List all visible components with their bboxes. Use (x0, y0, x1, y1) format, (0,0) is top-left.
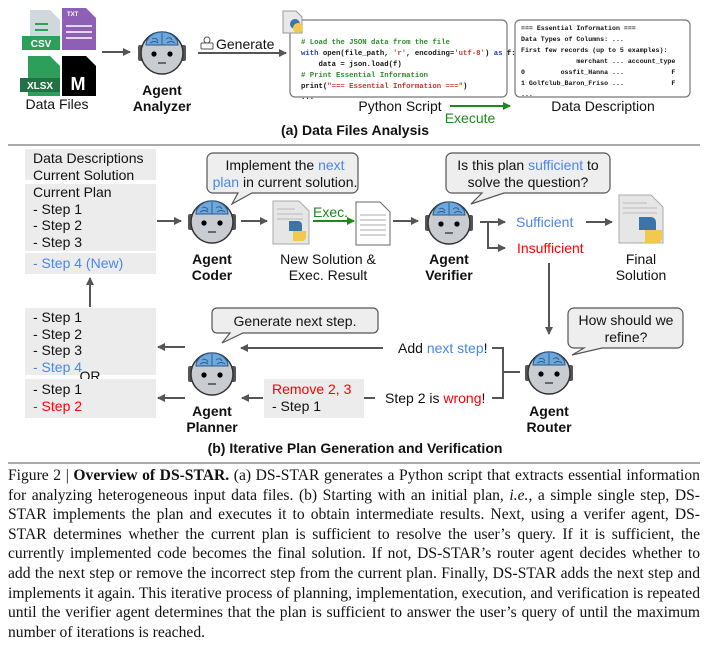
python-code: # Load the JSON data from the file with … (301, 39, 516, 102)
arrow-verifier-branch (487, 222, 506, 252)
data-description-label: Data Description (551, 98, 655, 114)
markdown-file-icon: M (62, 56, 96, 96)
router-bracket (492, 347, 504, 399)
final-solution-python-icon (618, 194, 664, 244)
part-b-title: (b) Iterative Plan Generation and Verifi… (207, 440, 503, 456)
coder-bubble-text: Implement the next plan in current solut… (212, 157, 358, 190)
txt-file-icon: TXT (62, 8, 96, 50)
agent-verifier-robot-icon (424, 197, 474, 247)
python-file-icon (282, 10, 303, 34)
data-file-icons: CSV TXT XLSX M (20, 8, 96, 96)
current-plan-box: Current Plan - Step 1- Step 2- Step 3 (25, 184, 156, 251)
planner-label-2: Planner (186, 419, 238, 435)
coder-label-2: Coder (191, 267, 233, 283)
data-files-label: Data Files (25, 96, 89, 112)
execute-label: Execute (444, 110, 496, 126)
solution-label-2: Exec. Result (288, 267, 368, 283)
router-bubble (567, 307, 684, 356)
exec-label: Exec. (313, 204, 349, 220)
data-description-text: === Essential Information === Data Types… (521, 25, 676, 98)
router-label-2: Router (526, 419, 572, 435)
agent-coder-robot-icon (187, 196, 237, 246)
svg-text:XLSX: XLSX (27, 81, 53, 92)
solution-label-1: New Solution & (280, 251, 376, 267)
add-next-step-message: Add next step! (396, 340, 490, 356)
sufficient-label: Sufficient (516, 214, 574, 230)
new-solution-python-icon (272, 200, 310, 245)
xlsx-file-icon: XLSX (20, 56, 60, 96)
final-label-1: Final (625, 251, 657, 267)
verifier-bubble-text: Is this plan sufficient to solve the que… (457, 157, 599, 190)
verifier-label-1: Agent (429, 251, 469, 267)
part-a-title: (a) Data Files Analysis (280, 122, 430, 138)
description-box (514, 19, 691, 98)
csv-file-icon: CSV (22, 10, 60, 50)
figure-caption: Figure 2 | Overview of DS-STAR. (a) DS-S… (8, 467, 700, 641)
planner-bubble-text: Generate next step. (233, 313, 357, 329)
router-label-1: Agent (529, 403, 569, 419)
add-step-plan-box: - Step 1- Step 2- Step 3- Step 4 (25, 308, 156, 375)
context-box: Data Descriptions Current Solution (25, 149, 156, 183)
new-step-box: - Step 4 (New) (25, 253, 156, 274)
verifier-label-2: Verifier (425, 267, 473, 283)
svg-text:CSV: CSV (31, 39, 52, 50)
execution-result-document-icon (355, 201, 391, 246)
step-wrong-message: Step 2 is wrong! (385, 390, 486, 406)
svg-text:TXT: TXT (67, 12, 79, 18)
svg-text:M: M (71, 74, 86, 94)
remove-steps-box: Remove 2, 3- Step 1 (264, 379, 364, 418)
final-label-2: Solution (615, 267, 667, 283)
code-box (289, 19, 508, 98)
python-script-label: Python Script (358, 98, 442, 114)
agent-analyzer-robot-icon (137, 27, 187, 77)
insufficient-label: Insufficient (517, 240, 584, 256)
remove-step-plan-box: - Step 1- Step 2 (25, 379, 156, 418)
analyzer-label-2: Analyzer (132, 98, 192, 114)
verifier-bubble (445, 152, 611, 205)
agent-router-robot-icon (524, 347, 574, 397)
analyzer-label-1: Agent (142, 82, 182, 98)
generate-label: Generate (216, 36, 275, 52)
router-bubble-text: How should we refine? (578, 312, 674, 345)
planner-bubble (211, 307, 379, 344)
coder-label-1: Agent (192, 251, 232, 267)
planner-label-1: Agent (192, 403, 232, 419)
agent-planner-robot-icon (187, 348, 237, 398)
coder-person-icon (200, 36, 214, 50)
coder-bubble (206, 152, 359, 206)
